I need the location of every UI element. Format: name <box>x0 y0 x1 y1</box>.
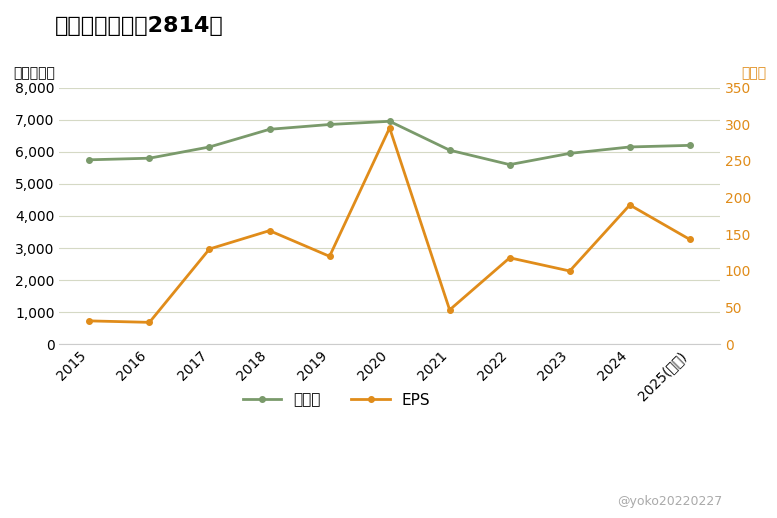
EPS <box>265 227 274 234</box>
売上高 <box>685 142 695 149</box>
売上高 <box>505 162 514 168</box>
Line: EPS: EPS <box>86 125 692 325</box>
EPS <box>385 125 394 131</box>
EPS <box>445 307 455 313</box>
売上高 <box>85 157 94 163</box>
売上高 <box>205 144 214 150</box>
EPS <box>565 268 574 274</box>
Legend: 売上高, EPS: 売上高, EPS <box>237 386 437 414</box>
売上高 <box>445 147 455 153</box>
EPS <box>505 255 514 261</box>
売上高 <box>625 144 635 150</box>
EPS <box>685 236 695 242</box>
売上高 <box>145 155 154 161</box>
売上高 <box>325 121 334 127</box>
Line: 売上高: 売上高 <box>86 119 692 167</box>
Text: @yoko20220227: @yoko20220227 <box>618 495 723 508</box>
EPS <box>85 318 94 324</box>
EPS <box>625 202 635 208</box>
売上高 <box>385 118 394 124</box>
EPS <box>145 319 154 325</box>
EPS <box>325 253 334 260</box>
売上高 <box>265 126 274 133</box>
Text: （円）: （円） <box>741 66 766 80</box>
Text: （百万円）: （百万円） <box>13 66 55 80</box>
EPS <box>205 246 214 252</box>
売上高 <box>565 150 574 156</box>
Text: 佐藤食品工業（2814）: 佐藤食品工業（2814） <box>54 16 223 36</box>
